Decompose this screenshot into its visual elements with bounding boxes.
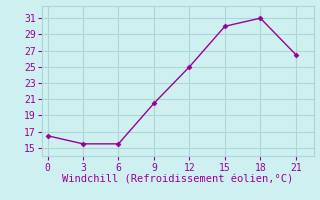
- X-axis label: Windchill (Refroidissement éolien,°C): Windchill (Refroidissement éolien,°C): [62, 174, 293, 184]
